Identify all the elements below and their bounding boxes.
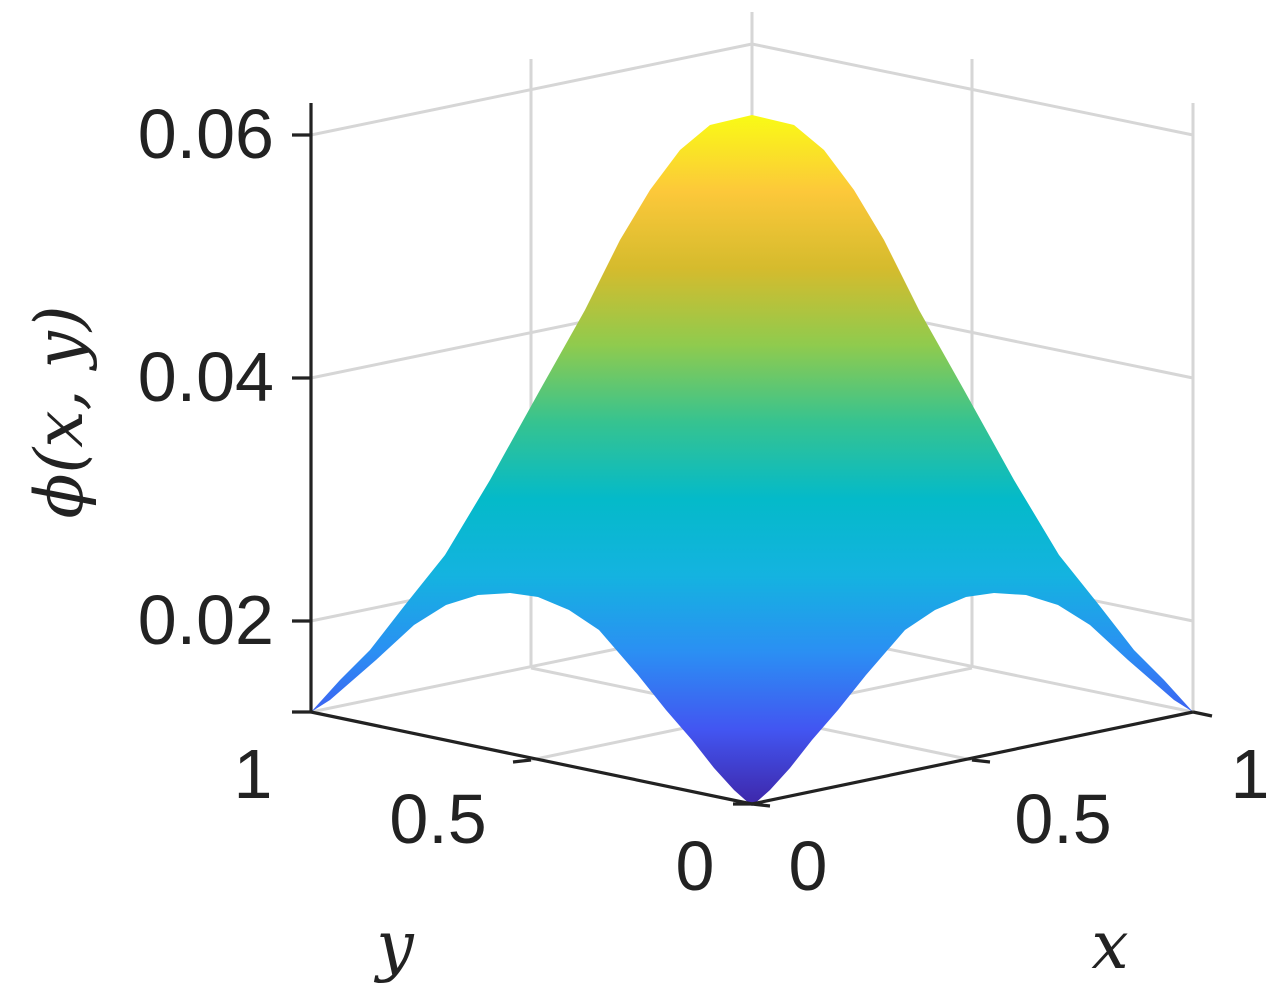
x-axis-line: [751, 710, 1194, 806]
y-tick-label-05: 0.5: [389, 780, 486, 858]
y-tick-05: [512, 758, 532, 764]
x-tick-05: [971, 758, 991, 764]
x-axis-label: x: [1091, 907, 1128, 984]
z-tick-label-002: 0.02: [138, 581, 274, 659]
z-tick-label-004: 0.04: [138, 338, 274, 416]
x-tick-label-0: 0: [789, 827, 828, 905]
y-axis-line: [310, 710, 753, 806]
x-tick-label-1: 1: [1231, 735, 1270, 813]
axis-labels: y x ϕ(x, y): [21, 306, 1129, 984]
y-tick-label-0: 0: [676, 827, 715, 905]
x-tick-0: [751, 802, 771, 808]
surface-fill: [311, 115, 1193, 806]
y-axis-label: y: [373, 907, 414, 984]
y-tick-label-1: 1: [234, 735, 273, 813]
z-axis-label: ϕ(x, y): [21, 306, 98, 519]
x-tick-1: [1192, 710, 1213, 718]
surface: [311, 115, 1193, 806]
z-tick-label-006: 0.06: [138, 95, 274, 173]
tick-labels: 0.06 0.04 0.02 1 0.5 0 0 0.5 1: [138, 95, 1270, 905]
axes: [292, 103, 1213, 808]
x-tick-label-05: 0.5: [1014, 780, 1111, 858]
